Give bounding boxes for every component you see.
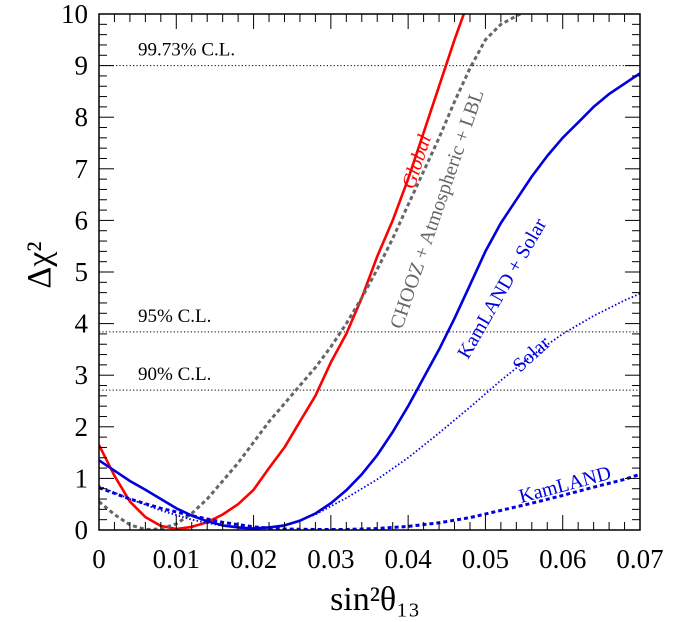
y-tick-label: 0 [75,515,89,545]
y-tick-label: 2 [75,412,89,442]
x-tick-label: 0.07 [616,544,663,574]
y-tick-label: 7 [75,154,89,184]
confidence-level-lines: 99.73% C.L. 95% C.L. 90% C.L. [99,40,640,391]
y-tick-label: 3 [75,360,89,390]
tick-labels: 0 0.01 0.02 0.03 0.04 0.05 0.06 0.07 0 1 2 3 4 5 6 7 8 9 1… [61,0,664,574]
curve-label-solar: Solar [509,332,555,377]
curves [99,14,640,530]
axis-ticks [98,13,641,531]
curve-label-global: Global [398,131,436,191]
curve-label-kamland: KamLAND [517,462,614,508]
y-axis-title: Δχ² [21,241,58,288]
cl-label-90-c-l: 90% C.L. [138,364,211,385]
x-tick-label: 0.06 [539,544,586,574]
x-tick-label: 0.01 [153,544,200,574]
x-tick-label: 0.05 [462,544,509,574]
plot-frame [98,13,641,531]
curve-label-chooz-atmospheric-lbl: CHOOZ + Atmospheric + LBL [386,87,489,332]
y-tick-label: 5 [75,257,89,287]
x-tick-label: 0.04 [385,544,433,574]
x-axis-title: sin²θ₁₃ [330,581,420,618]
y-tick-label: 6 [75,205,89,235]
series-line-kamland-solar [99,72,640,530]
series-line-solar [99,292,640,530]
y-tick-label: 8 [75,102,89,132]
cl-label-95-c-l: 95% C.L. [138,306,211,327]
y-tick-label: 1 [75,463,89,493]
y-tick-label: 10 [61,0,88,29]
y-tick-label: 9 [75,51,89,81]
series-line-chooz-atmospheric-lbl [99,14,521,530]
x-tick-label: 0.02 [230,544,277,574]
x-tick-label: 0.03 [307,544,354,574]
x-tick-label: 0 [92,544,106,574]
y-tick-label: 4 [75,309,89,339]
cl-label-99-73-c-l: 99.73% C.L. [138,40,235,61]
